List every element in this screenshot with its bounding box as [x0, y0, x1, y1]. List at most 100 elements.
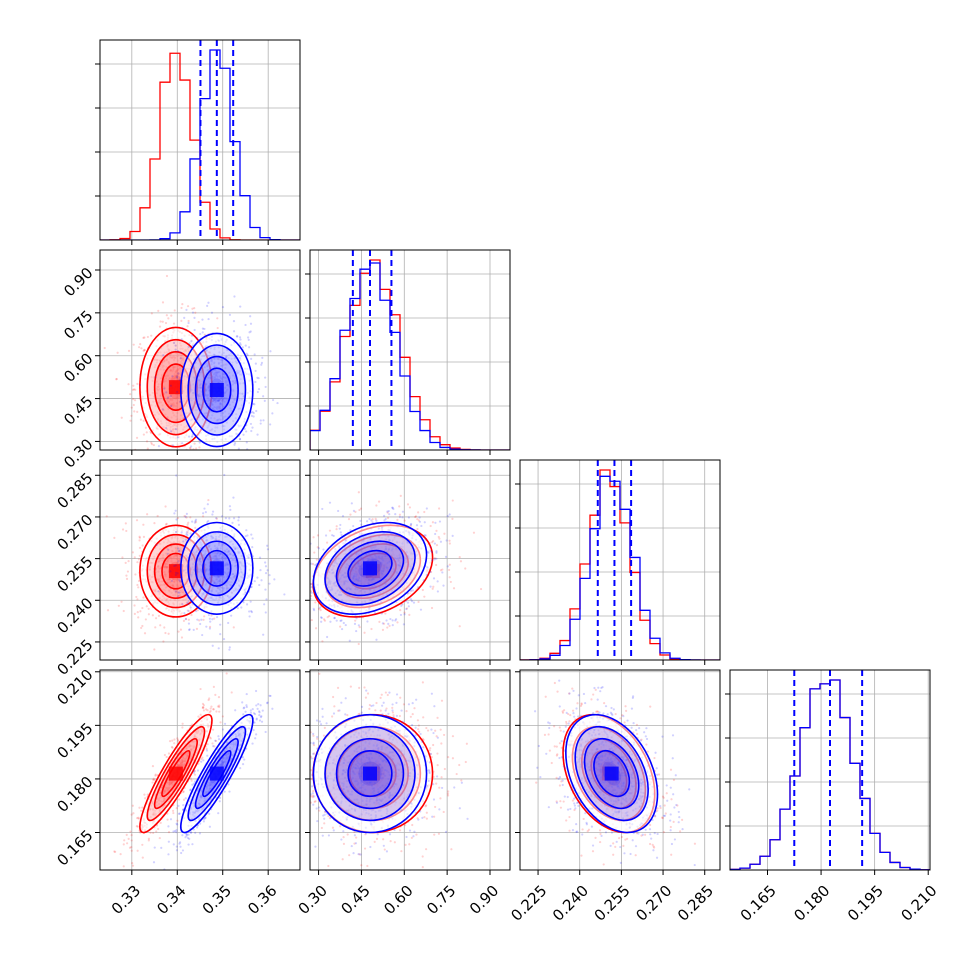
scatter-point — [268, 573, 271, 577]
contour-line-series-1 — [335, 540, 405, 597]
scatter-point — [199, 332, 202, 336]
scatter-point — [407, 516, 411, 519]
scatter-point — [154, 376, 157, 379]
scatter-point — [191, 520, 194, 523]
scatter-point — [248, 331, 251, 334]
scatter-point — [143, 336, 146, 339]
scatter-point — [260, 361, 264, 364]
scatter-point — [254, 362, 257, 365]
scatter-point — [370, 627, 373, 631]
contour-line-series-1 — [347, 549, 393, 587]
scatter-point — [315, 558, 318, 561]
scatter-point — [165, 522, 168, 525]
scatter-point — [339, 619, 342, 622]
scatter-point — [161, 301, 165, 304]
scatter-point — [192, 628, 195, 632]
scatter-point — [173, 309, 176, 312]
scatter-point — [423, 534, 426, 537]
scatter-point — [391, 623, 394, 627]
scatter-point — [314, 563, 317, 567]
scatter-point — [204, 511, 207, 514]
scatter-point — [133, 556, 136, 559]
scatter-point — [165, 755, 168, 759]
scatter-point — [169, 430, 173, 433]
scatter-point — [271, 412, 274, 415]
scatter-point — [207, 519, 210, 523]
scatter-point — [147, 613, 150, 616]
scatter-point — [245, 441, 248, 444]
scatter-point — [194, 521, 198, 524]
panel-0-0 — [95, 39, 301, 245]
panel-body — [100, 670, 300, 870]
scatter-point — [179, 580, 182, 583]
scatter-point — [399, 494, 402, 497]
scatter-point — [314, 601, 317, 604]
scatter-point — [448, 539, 451, 542]
scatter-point — [316, 534, 320, 537]
scatter-point — [132, 398, 135, 401]
scatter-point — [448, 513, 451, 516]
scatter-point — [349, 513, 352, 516]
scatter-point — [198, 441, 201, 444]
scatter-point — [193, 456, 195, 458]
scatter-point — [202, 709, 205, 712]
scatter-point — [135, 519, 139, 522]
scatter-point — [392, 507, 395, 511]
scatter-point — [165, 426, 168, 430]
scatter-point — [177, 549, 181, 552]
scatter-point — [253, 580, 256, 583]
scatter-point — [186, 523, 189, 526]
scatter-point — [403, 613, 406, 616]
scatter-point — [264, 611, 267, 614]
scatter-point — [175, 518, 178, 521]
scatter-point — [181, 303, 184, 306]
scatter-point — [137, 346, 141, 349]
density-peak — [209, 561, 224, 576]
scatter-point — [250, 429, 253, 433]
scatter-point — [143, 632, 147, 635]
scatter-point — [398, 513, 402, 516]
scatter-point — [136, 849, 139, 852]
scatter-point — [166, 552, 169, 555]
scatter-point — [195, 627, 199, 630]
scatter-point — [190, 613, 193, 617]
scatter-point — [186, 305, 190, 308]
scatter-point — [193, 307, 196, 310]
scatter-point — [417, 511, 420, 514]
scatter-point — [385, 619, 388, 622]
scatter-point — [416, 527, 419, 531]
scatter-point — [171, 483, 173, 485]
scatter-point — [203, 327, 206, 331]
scatter-point — [321, 640, 324, 643]
scatter-point — [199, 622, 202, 626]
scatter-point — [320, 616, 323, 619]
scatter-point — [157, 309, 160, 312]
scatter-point — [207, 613, 210, 617]
scatter-point — [429, 585, 432, 588]
scatter-point — [137, 817, 141, 820]
scatter-point — [164, 523, 168, 526]
scatter-point — [133, 604, 136, 607]
scatter-point — [154, 626, 157, 629]
scatter-point — [248, 610, 251, 613]
scatter-point — [181, 327, 184, 330]
scatter-point — [249, 322, 253, 325]
scatter-point — [435, 563, 438, 567]
scatter-point — [344, 623, 347, 627]
scatter-point — [340, 619, 343, 622]
scatter-point — [234, 441, 237, 445]
scatter-point — [435, 544, 439, 547]
scatter-point — [429, 524, 432, 528]
scatter-point — [371, 518, 374, 521]
scatter-point — [341, 515, 345, 518]
contour-line-series-1 — [202, 549, 232, 587]
scatter-point — [386, 510, 389, 513]
scatter-point — [237, 519, 240, 522]
scatter-point — [252, 415, 255, 418]
scatter-point — [211, 513, 214, 516]
scatter-point — [236, 335, 239, 338]
scatter-point — [187, 319, 190, 323]
contour-line-series-1 — [194, 355, 239, 425]
scatter-point — [252, 402, 255, 405]
scatter-point — [187, 345, 190, 348]
